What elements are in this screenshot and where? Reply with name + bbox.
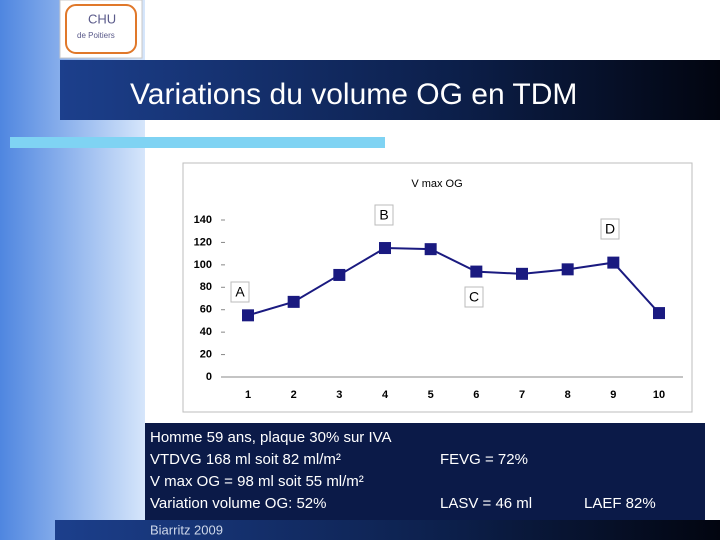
annotation: D [605,221,615,237]
x-tick-label: 10 [653,389,665,401]
note-text: VTDVG 168 ml soit 82 ml/m² [150,451,341,468]
note-text: LASV = 46 ml [440,495,532,512]
data-point [242,309,254,322]
annotation-box [600,218,620,240]
y-tick-label: 20 [200,348,212,360]
notes-box [145,423,705,520]
data-point [470,265,483,278]
annotation: A [235,284,245,300]
data-point [424,243,437,256]
title-band [60,60,720,120]
x-tick-label: 4 [382,389,389,401]
note-text: FEVG = 72% [440,451,528,468]
x-tick-label: 8 [565,389,571,401]
note-text: V max OG = 98 ml soit 55 ml/m² [150,473,364,490]
annotation-box [374,204,394,226]
data-point [333,268,346,281]
x-tick-label: 2 [291,389,297,401]
y-tick-label: 120 [194,236,212,248]
x-tick-label: 1 [245,389,251,401]
note-text: Variation volume OG: 52% [150,495,326,512]
slide-title: Variations du volume OG en TDM [130,78,577,111]
data-line [247,247,660,317]
y-tick-label: 80 [200,281,212,293]
y-tick-label: 40 [200,326,212,338]
x-tick-label: 9 [610,389,616,401]
annotation: C [469,289,479,305]
x-tick-label: 6 [473,389,479,401]
x-tick-label: 3 [336,389,342,401]
chart-frame [182,162,693,413]
logo-sub: de Poitiers [77,31,115,40]
logo-box [59,0,143,59]
note-text: LAEF 82% [584,495,656,512]
note-text: Homme 59 ans, plaque 30% sur IVA [150,429,392,446]
logo-frame [65,4,137,54]
footer: Biarritz 2009 [150,522,223,537]
x-tick-label: 7 [519,389,525,401]
annotation-box [230,281,250,303]
annotation: B [379,207,388,223]
y-tick-label: 140 [194,214,212,226]
annotation-box [464,286,484,308]
data-point [379,242,391,255]
x-tick-label: 5 [428,389,434,401]
y-tick-label: 0 [206,371,212,383]
data-point [287,295,300,308]
y-tick-label: 100 [194,259,212,271]
accent-bar [10,137,385,148]
chart-title: V max OG [411,178,462,190]
logo-name: CHU [88,11,116,26]
data-point [561,263,574,276]
data-point [653,307,665,320]
data-point [607,256,620,269]
footer-band [55,520,720,540]
y-tick-label: 60 [200,304,212,316]
data-point [516,267,528,280]
